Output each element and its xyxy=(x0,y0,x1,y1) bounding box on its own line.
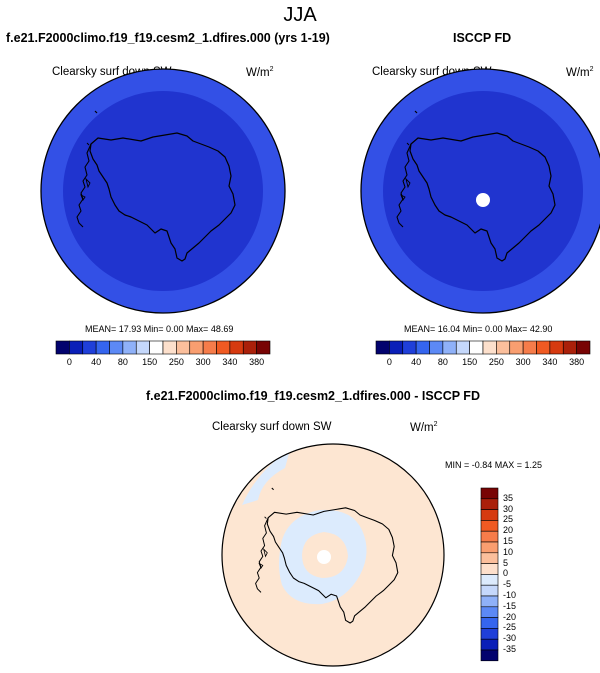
diff-map xyxy=(221,443,445,667)
model-colorbar-box xyxy=(242,340,257,355)
model-colorbar-box xyxy=(162,340,177,355)
obs-units-label: W/m2 xyxy=(566,66,594,79)
obs-colorbar-box xyxy=(536,340,551,355)
diff-colorbar-tick-label: 35 xyxy=(503,492,514,503)
diff-panel-title: f.e21.F2000climo.f19_f19.cesm2_1.dfires.… xyxy=(146,389,480,403)
model-colorbar-tick-label: 340 xyxy=(222,357,238,367)
obs-stats: MEAN= 16.04 Min= 0.00 Max= 42.90 xyxy=(404,324,553,334)
obs-colorbar-tick-label: 340 xyxy=(542,357,558,367)
obs-colorbar-tick-label: 0 xyxy=(386,357,392,367)
missing-data-pole xyxy=(476,193,490,207)
model-colorbar-tick-label: 380 xyxy=(249,357,265,367)
diff-colorbar-box xyxy=(480,574,499,586)
model-panel-title: f.e21.F2000climo.f19_f19.cesm2_1.dfires.… xyxy=(6,31,330,45)
model-colorbar-tick-label: 250 xyxy=(168,357,184,367)
obs-panel-title: ISCCP FD xyxy=(453,31,512,45)
diff-colorbar-box xyxy=(480,563,499,575)
obs-colorbar-box xyxy=(429,340,444,355)
model-colorbar-box xyxy=(55,340,70,355)
diff-colorbar-box xyxy=(480,509,499,521)
diff-stats: MIN = -0.84 MAX = 1.25 xyxy=(445,460,543,470)
obs-colorbar-box xyxy=(402,340,417,355)
diff-colorbar-box xyxy=(480,595,499,608)
model-stats: MEAN= 17.93 Min= 0.00 Max= 48.69 xyxy=(85,324,234,334)
model-colorbar-box xyxy=(69,340,84,355)
model-colorbar-box xyxy=(82,340,97,355)
model-colorbar-box xyxy=(202,340,217,355)
model-colorbar-tick-label: 0 xyxy=(66,357,72,367)
diff-colorbar-tick-label: 25 xyxy=(503,514,514,525)
obs-colorbar-tick-label: 300 xyxy=(515,357,531,367)
obs-colorbar-box xyxy=(469,340,484,355)
diff-variable-label: Clearsky surf down SW xyxy=(212,421,332,433)
model-colorbar-tick-label: 80 xyxy=(117,357,128,367)
model-colorbar-box xyxy=(176,340,191,355)
obs-colorbar-tick-label: 380 xyxy=(569,357,585,367)
obs-colorbar-box xyxy=(549,340,564,355)
diff-colorbar-box xyxy=(480,552,499,564)
diff-colorbar-box xyxy=(480,520,499,532)
obs-colorbar-tick-label: 40 xyxy=(411,357,422,367)
diff-missing-pole xyxy=(317,550,331,564)
model-units-label: W/m2 xyxy=(246,66,274,79)
diff-colorbar-tick-label: 10 xyxy=(503,546,514,557)
obs-colorbar-box xyxy=(375,340,390,355)
obs-colorbar-box xyxy=(576,340,591,355)
diff-colorbar-box xyxy=(480,617,499,629)
model-colorbar-box xyxy=(149,340,164,355)
model-colorbar-box xyxy=(229,340,244,355)
diff-colorbar-box xyxy=(480,628,499,640)
obs-colorbar-box xyxy=(482,340,497,355)
model-colorbar-tick-label: 150 xyxy=(142,357,158,367)
diff-colorbar-tick-label: -25 xyxy=(503,622,517,633)
obs-colorbar-box xyxy=(522,340,537,355)
obs-colorbar-box xyxy=(442,340,457,355)
model-colorbar-box xyxy=(95,340,110,355)
model-map xyxy=(40,68,286,314)
obs-colorbar-tick-label: 250 xyxy=(488,357,504,367)
model-colorbar-box xyxy=(122,340,137,355)
model-colorbar-box xyxy=(109,340,124,355)
obs-colorbar-box xyxy=(562,340,577,355)
obs-colorbar-box xyxy=(496,340,511,355)
diff-colorbar-tick-label: 0 xyxy=(503,568,509,579)
obs-colorbar-tick-label: 150 xyxy=(462,357,478,367)
diff-colorbar-box xyxy=(480,638,499,651)
diff-colorbar-tick-label: 20 xyxy=(503,525,514,536)
diff-colorbar-tick-label: -30 xyxy=(503,633,517,644)
diff-colorbar-box xyxy=(480,530,499,543)
model-colorbar-tick-label: 40 xyxy=(91,357,102,367)
diff-colorbar-tick-label: -35 xyxy=(503,644,517,654)
diff-colorbar-box xyxy=(480,541,499,554)
obs-colorbar-box xyxy=(389,340,404,355)
diff-colorbar xyxy=(480,487,499,662)
model-colorbar-box xyxy=(256,340,271,355)
model-colorbar-box xyxy=(189,340,204,355)
diff-colorbar-box xyxy=(480,498,499,510)
obs-colorbar-tick-label: 80 xyxy=(437,357,448,367)
diff-colorbar-box xyxy=(480,584,499,597)
season-title: JJA xyxy=(283,4,317,26)
diff-colorbar-tick-label: -15 xyxy=(503,600,517,611)
diff-units-label: W/m2 xyxy=(410,421,438,434)
obs-colorbar-box xyxy=(415,340,430,355)
diff-colorbar-tick-label: -10 xyxy=(503,590,517,600)
diff-colorbar-tick-label: -20 xyxy=(503,611,517,622)
diff-colorbar-tick-label: 5 xyxy=(503,557,509,568)
model-colorbar-box xyxy=(135,340,150,355)
model-colorbar-tick-label: 300 xyxy=(195,357,211,367)
diff-colorbar-tick-label: 30 xyxy=(503,503,514,514)
obs-colorbar-box xyxy=(455,340,470,355)
diff-colorbar-tick-label: -5 xyxy=(503,579,512,590)
diff-colorbar-box xyxy=(480,606,499,618)
obs-colorbar xyxy=(375,340,591,355)
obs-colorbar-box xyxy=(509,340,524,355)
obs-map xyxy=(360,68,600,314)
diff-colorbar-tick-label: 15 xyxy=(503,536,514,546)
diff-colorbar-box xyxy=(480,487,499,500)
model-colorbar xyxy=(55,340,271,355)
diff-colorbar-box xyxy=(480,649,499,662)
model-colorbar-box xyxy=(216,340,231,355)
